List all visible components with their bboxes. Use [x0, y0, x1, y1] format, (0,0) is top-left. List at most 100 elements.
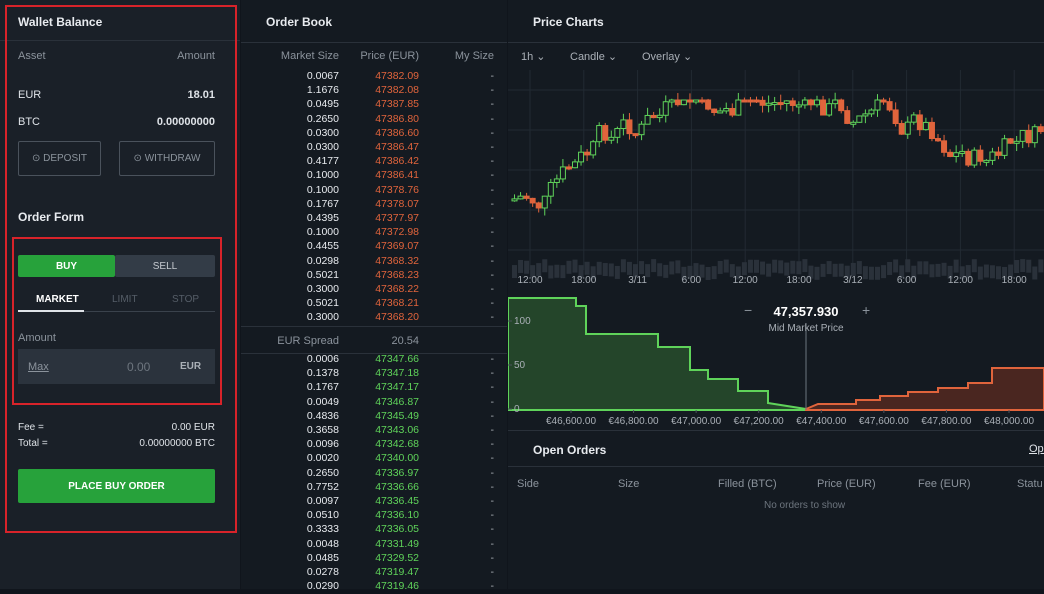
size: 0.1000	[306, 226, 339, 239]
amount-input[interactable]	[18, 349, 215, 384]
volume	[723, 259, 729, 273]
size: 0.0097	[306, 495, 339, 507]
price: 47368.20	[375, 311, 419, 324]
candle	[807, 99, 814, 106]
volume	[584, 261, 590, 275]
price: 47340.00	[375, 452, 419, 465]
candle	[614, 128, 621, 138]
price: 47343.06	[375, 424, 419, 436]
candle	[680, 99, 687, 106]
candle	[1001, 138, 1008, 156]
y-tick-label: 0	[514, 404, 520, 415]
candle	[892, 109, 899, 125]
time-label: 18:00	[1002, 275, 1027, 286]
volume	[832, 263, 838, 277]
buy-tab[interactable]: BUY	[18, 255, 115, 277]
volume	[1002, 266, 1008, 280]
amount: 0.00000000	[156, 116, 215, 128]
book-row: 0.0067 47382.09 -	[241, 70, 507, 84]
type-select[interactable]: Candle ⌄	[570, 51, 618, 63]
candle	[723, 107, 730, 112]
volume	[814, 266, 820, 280]
stop-tab[interactable]: STOP	[172, 294, 200, 305]
sell-tab[interactable]: SELL	[115, 255, 215, 277]
size: 0.0096	[306, 438, 339, 451]
volume	[741, 262, 747, 276]
candle	[632, 133, 639, 137]
price: 47368.22	[375, 283, 419, 295]
size: 0.3658	[306, 424, 339, 436]
asset: EUR	[18, 89, 42, 101]
mid-label: Mid Market Price	[768, 323, 843, 334]
volume	[566, 260, 572, 274]
price: 47329.52	[375, 551, 419, 564]
price: 47386.47	[375, 141, 419, 153]
my-size: -	[490, 367, 495, 380]
candle	[820, 99, 827, 116]
my-size: -	[490, 424, 495, 436]
candle	[674, 99, 681, 106]
x-tick-label: €47,800.00	[921, 416, 971, 427]
volume	[971, 259, 977, 273]
price: 47378.07	[375, 197, 419, 210]
volume	[838, 263, 844, 277]
price: 47382.08	[375, 84, 419, 97]
volume	[614, 265, 620, 279]
size: 0.4836	[306, 409, 339, 422]
candle	[789, 100, 796, 106]
candle	[711, 108, 718, 113]
place-order-button[interactable]: PLACE BUY ORDER	[18, 469, 215, 503]
volume	[808, 265, 814, 279]
time-label: 18:00	[571, 275, 596, 286]
interval-select[interactable]: 1h ⌄	[521, 51, 546, 63]
volume	[977, 266, 983, 280]
book-row: 0.1000 47378.76 -	[241, 184, 507, 198]
spread-row	[241, 326, 507, 354]
size: 0.0290	[306, 580, 339, 593]
candle	[693, 99, 699, 103]
plus[interactable]: +	[862, 302, 870, 318]
size: 0.4177	[306, 155, 339, 168]
limit-tab[interactable]: LIMIT	[112, 294, 138, 305]
price-charts: Price Charts 1h ⌄ Candle ⌄ Overlay ⌄ Ope…	[508, 0, 1044, 589]
amount-label: Amount	[18, 332, 56, 344]
book-row: 0.0020 47340.00 -	[241, 452, 507, 466]
candle	[850, 121, 857, 125]
book-row: 0.2650 47336.97 -	[241, 467, 507, 481]
max-link[interactable]: Max	[28, 361, 49, 373]
candle	[874, 99, 881, 111]
mid-price: 47,357.930	[773, 304, 838, 319]
minus[interactable]: −	[744, 302, 752, 318]
candle	[771, 102, 778, 106]
header: Size	[618, 478, 640, 490]
size: 0.0020	[306, 452, 339, 465]
price: 47368.21	[375, 297, 419, 310]
volume	[735, 266, 741, 280]
candle	[1037, 126, 1044, 133]
overlay-select[interactable]: Overlay ⌄	[642, 51, 693, 63]
price: 47336.66	[375, 480, 419, 493]
volume	[536, 263, 542, 277]
deposit-button[interactable]: ⊙ DEPOSIT	[18, 141, 101, 176]
candle	[910, 114, 917, 123]
book-row: 0.4455 47369.07 -	[241, 240, 507, 254]
price: 47336.97	[375, 466, 419, 479]
time-label: 3/12	[843, 275, 863, 286]
candle	[814, 99, 820, 106]
tab-underline	[18, 311, 215, 312]
candle	[668, 99, 675, 103]
withdraw-button[interactable]: ⊙ WITHDRAW	[119, 141, 215, 176]
price: 47369.07	[375, 240, 419, 253]
my-size: -	[490, 523, 495, 536]
header: Market Size	[280, 50, 339, 62]
time-label: 6:00	[897, 275, 917, 286]
book-row: 0.5021 47368.23 -	[241, 269, 507, 283]
market-tab[interactable]: MARKET	[36, 294, 79, 305]
label: DEPOSIT	[43, 153, 88, 164]
volume	[1008, 264, 1014, 278]
volume	[844, 265, 850, 279]
open-orders-tab[interactable]: Ope	[1029, 443, 1044, 455]
size: 0.3000	[306, 283, 339, 295]
book-row: 1.1676 47382.08 -	[241, 84, 507, 98]
